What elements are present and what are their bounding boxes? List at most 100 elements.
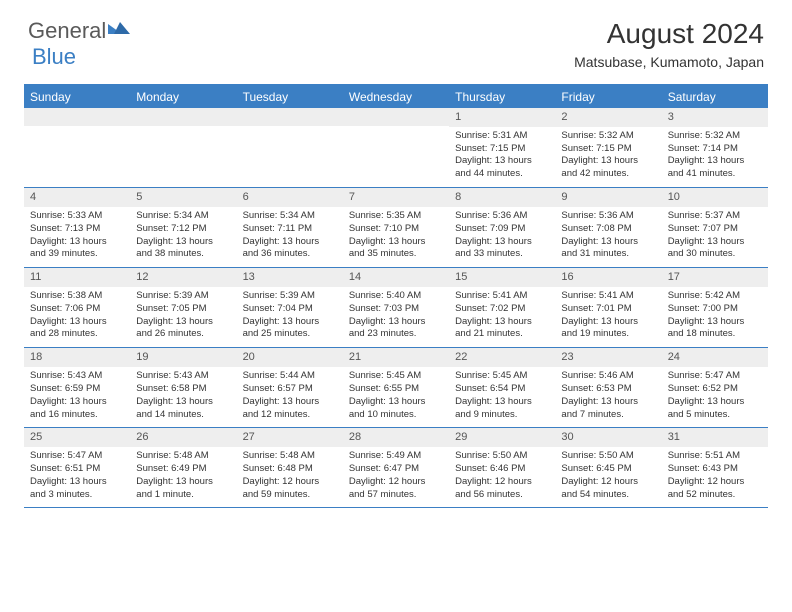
daylight-text: Daylight: 13 hours and 1 minute.	[136, 476, 230, 502]
day-7: 7Sunrise: 5:35 AMSunset: 7:10 PMDaylight…	[343, 188, 449, 267]
daylight-text: Daylight: 13 hours and 44 minutes.	[455, 155, 549, 181]
day-number: 3	[662, 108, 768, 127]
day-body: Sunrise: 5:43 AMSunset: 6:59 PMDaylight:…	[24, 367, 130, 427]
weekday-row: SundayMondayTuesdayWednesdayThursdayFrid…	[24, 86, 768, 108]
day-10: 10Sunrise: 5:37 AMSunset: 7:07 PMDayligh…	[662, 188, 768, 267]
day-4: 4Sunrise: 5:33 AMSunset: 7:13 PMDaylight…	[24, 188, 130, 267]
location-text: Matsubase, Kumamoto, Japan	[574, 54, 764, 70]
day-body: Sunrise: 5:32 AMSunset: 7:15 PMDaylight:…	[555, 127, 661, 187]
daylight-text: Daylight: 12 hours and 57 minutes.	[349, 476, 443, 502]
sunset-text: Sunset: 7:08 PM	[561, 223, 655, 236]
sunset-text: Sunset: 6:43 PM	[668, 463, 762, 476]
daylight-text: Daylight: 13 hours and 39 minutes.	[30, 236, 124, 262]
day-number: 7	[343, 188, 449, 207]
daylight-text: Daylight: 13 hours and 7 minutes.	[561, 396, 655, 422]
daylight-text: Daylight: 13 hours and 9 minutes.	[455, 396, 549, 422]
day-number: 31	[662, 428, 768, 447]
day-number: 10	[662, 188, 768, 207]
sunset-text: Sunset: 7:14 PM	[668, 143, 762, 156]
day-8: 8Sunrise: 5:36 AMSunset: 7:09 PMDaylight…	[449, 188, 555, 267]
day-number: 22	[449, 348, 555, 367]
day-23: 23Sunrise: 5:46 AMSunset: 6:53 PMDayligh…	[555, 348, 661, 427]
day-number: 14	[343, 268, 449, 287]
daylight-text: Daylight: 13 hours and 31 minutes.	[561, 236, 655, 262]
sunset-text: Sunset: 7:11 PM	[243, 223, 337, 236]
weekday-wednesday: Wednesday	[343, 86, 449, 108]
weekday-monday: Monday	[130, 86, 236, 108]
day-number: 30	[555, 428, 661, 447]
daylight-text: Daylight: 13 hours and 14 minutes.	[136, 396, 230, 422]
day-31: 31Sunrise: 5:51 AMSunset: 6:43 PMDayligh…	[662, 428, 768, 507]
day-15: 15Sunrise: 5:41 AMSunset: 7:02 PMDayligh…	[449, 268, 555, 347]
day-number: 18	[24, 348, 130, 367]
day-body: Sunrise: 5:49 AMSunset: 6:47 PMDaylight:…	[343, 447, 449, 507]
day-28: 28Sunrise: 5:49 AMSunset: 6:47 PMDayligh…	[343, 428, 449, 507]
daylight-text: Daylight: 13 hours and 5 minutes.	[668, 396, 762, 422]
day-number: 16	[555, 268, 661, 287]
sunset-text: Sunset: 6:59 PM	[30, 383, 124, 396]
day-body: Sunrise: 5:45 AMSunset: 6:55 PMDaylight:…	[343, 367, 449, 427]
day-number: 25	[24, 428, 130, 447]
day-number: 1	[449, 108, 555, 127]
sunset-text: Sunset: 6:55 PM	[349, 383, 443, 396]
sunset-text: Sunset: 6:54 PM	[455, 383, 549, 396]
day-number: 4	[24, 188, 130, 207]
daylight-text: Daylight: 12 hours and 56 minutes.	[455, 476, 549, 502]
sunrise-text: Sunrise: 5:44 AM	[243, 370, 337, 383]
sunrise-text: Sunrise: 5:34 AM	[136, 210, 230, 223]
sunset-text: Sunset: 7:01 PM	[561, 303, 655, 316]
day-body: Sunrise: 5:41 AMSunset: 7:02 PMDaylight:…	[449, 287, 555, 347]
daylight-text: Daylight: 13 hours and 42 minutes.	[561, 155, 655, 181]
day-17: 17Sunrise: 5:42 AMSunset: 7:00 PMDayligh…	[662, 268, 768, 347]
sunrise-text: Sunrise: 5:43 AM	[136, 370, 230, 383]
day-30: 30Sunrise: 5:50 AMSunset: 6:45 PMDayligh…	[555, 428, 661, 507]
day-body: Sunrise: 5:33 AMSunset: 7:13 PMDaylight:…	[24, 207, 130, 267]
sunrise-text: Sunrise: 5:32 AM	[561, 130, 655, 143]
day-body: Sunrise: 5:50 AMSunset: 6:45 PMDaylight:…	[555, 447, 661, 507]
day-body: Sunrise: 5:48 AMSunset: 6:48 PMDaylight:…	[237, 447, 343, 507]
sunset-text: Sunset: 6:58 PM	[136, 383, 230, 396]
day-29: 29Sunrise: 5:50 AMSunset: 6:46 PMDayligh…	[449, 428, 555, 507]
daylight-text: Daylight: 13 hours and 38 minutes.	[136, 236, 230, 262]
day-body: Sunrise: 5:36 AMSunset: 7:09 PMDaylight:…	[449, 207, 555, 267]
day-16: 16Sunrise: 5:41 AMSunset: 7:01 PMDayligh…	[555, 268, 661, 347]
day-empty	[24, 108, 130, 187]
day-22: 22Sunrise: 5:45 AMSunset: 6:54 PMDayligh…	[449, 348, 555, 427]
sunset-text: Sunset: 6:48 PM	[243, 463, 337, 476]
day-2: 2Sunrise: 5:32 AMSunset: 7:15 PMDaylight…	[555, 108, 661, 187]
day-9: 9Sunrise: 5:36 AMSunset: 7:08 PMDaylight…	[555, 188, 661, 267]
day-number: 11	[24, 268, 130, 287]
day-number: 26	[130, 428, 236, 447]
sunrise-text: Sunrise: 5:32 AM	[668, 130, 762, 143]
day-number: 13	[237, 268, 343, 287]
day-number: 19	[130, 348, 236, 367]
sunrise-text: Sunrise: 5:35 AM	[349, 210, 443, 223]
sunrise-text: Sunrise: 5:48 AM	[136, 450, 230, 463]
daylight-text: Daylight: 13 hours and 33 minutes.	[455, 236, 549, 262]
week-row: 1Sunrise: 5:31 AMSunset: 7:15 PMDaylight…	[24, 108, 768, 188]
day-body: Sunrise: 5:38 AMSunset: 7:06 PMDaylight:…	[24, 287, 130, 347]
day-number: 12	[130, 268, 236, 287]
weekday-saturday: Saturday	[662, 86, 768, 108]
daylight-text: Daylight: 13 hours and 41 minutes.	[668, 155, 762, 181]
sunset-text: Sunset: 6:46 PM	[455, 463, 549, 476]
day-number: 29	[449, 428, 555, 447]
sunset-text: Sunset: 6:49 PM	[136, 463, 230, 476]
daylight-text: Daylight: 13 hours and 12 minutes.	[243, 396, 337, 422]
day-number: 2	[555, 108, 661, 127]
day-11: 11Sunrise: 5:38 AMSunset: 7:06 PMDayligh…	[24, 268, 130, 347]
day-body: Sunrise: 5:50 AMSunset: 6:46 PMDaylight:…	[449, 447, 555, 507]
day-25: 25Sunrise: 5:47 AMSunset: 6:51 PMDayligh…	[24, 428, 130, 507]
sunset-text: Sunset: 7:13 PM	[30, 223, 124, 236]
day-12: 12Sunrise: 5:39 AMSunset: 7:05 PMDayligh…	[130, 268, 236, 347]
day-body: Sunrise: 5:51 AMSunset: 6:43 PMDaylight:…	[662, 447, 768, 507]
day-body: Sunrise: 5:48 AMSunset: 6:49 PMDaylight:…	[130, 447, 236, 507]
day-number: 24	[662, 348, 768, 367]
daylight-text: Daylight: 12 hours and 52 minutes.	[668, 476, 762, 502]
day-body: Sunrise: 5:37 AMSunset: 7:07 PMDaylight:…	[662, 207, 768, 267]
day-body: Sunrise: 5:35 AMSunset: 7:10 PMDaylight:…	[343, 207, 449, 267]
sunset-text: Sunset: 6:51 PM	[30, 463, 124, 476]
day-number: 8	[449, 188, 555, 207]
sunrise-text: Sunrise: 5:41 AM	[561, 290, 655, 303]
sunset-text: Sunset: 7:10 PM	[349, 223, 443, 236]
